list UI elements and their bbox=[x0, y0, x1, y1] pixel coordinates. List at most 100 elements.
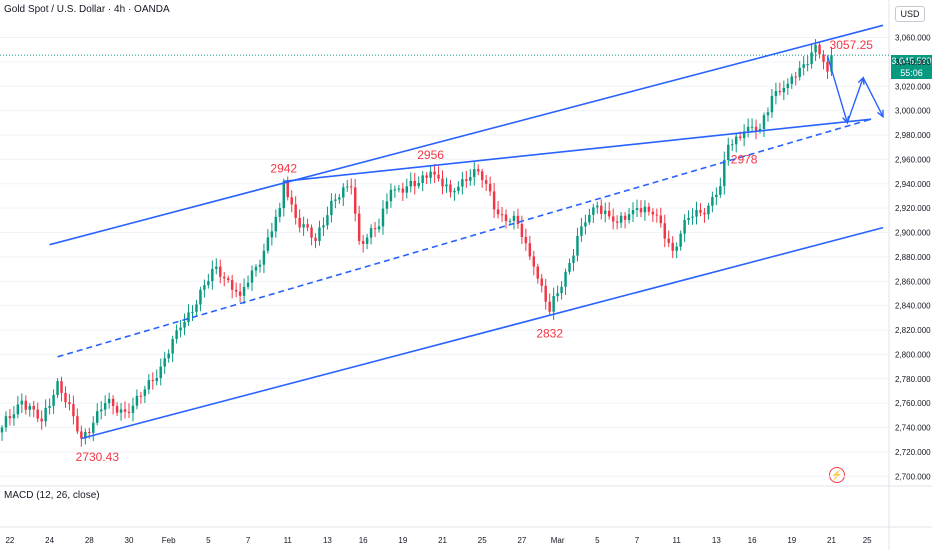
candle-body bbox=[64, 392, 67, 403]
candle-body bbox=[234, 289, 238, 292]
candle-body bbox=[48, 405, 51, 408]
candle-body bbox=[782, 87, 786, 93]
price-annotation: 2956 bbox=[417, 148, 444, 162]
y-tick-label: 2,940.000 bbox=[895, 180, 931, 189]
candle-body bbox=[600, 205, 603, 214]
candle-body bbox=[123, 409, 127, 412]
candle-body bbox=[830, 55, 833, 72]
candle-body bbox=[520, 223, 524, 238]
chart-title: Gold Spot / U.S. Dollar · 4h · OANDA bbox=[4, 4, 170, 15]
candle-body bbox=[151, 380, 155, 382]
candle-body bbox=[802, 64, 805, 68]
candle-body bbox=[365, 237, 369, 244]
x-tick-label: 25 bbox=[863, 536, 872, 545]
y-tick-label: 2,920.000 bbox=[895, 204, 931, 213]
candle-body bbox=[441, 178, 444, 187]
candle-body bbox=[119, 409, 123, 413]
candle-body bbox=[691, 216, 694, 218]
replay-icon[interactable]: ⚡ bbox=[829, 467, 845, 483]
candle-body bbox=[258, 264, 262, 267]
x-tick-label: 27 bbox=[517, 536, 526, 545]
candle-body bbox=[286, 181, 289, 198]
candle-body bbox=[639, 208, 643, 213]
x-tick-label: 11 bbox=[284, 536, 293, 545]
candle-body bbox=[96, 411, 99, 423]
candle-body bbox=[508, 220, 512, 222]
candle-body bbox=[298, 217, 301, 228]
candle-body bbox=[199, 289, 202, 305]
price-annotation: 3057.25 bbox=[830, 38, 874, 52]
candle-body bbox=[433, 171, 436, 175]
candle-body bbox=[389, 189, 393, 202]
y-tick-label: 2,840.000 bbox=[895, 302, 931, 311]
candle-body bbox=[564, 271, 567, 287]
candle-body bbox=[596, 205, 599, 208]
candle-body bbox=[568, 262, 571, 272]
candle-body bbox=[635, 208, 639, 210]
candle-body bbox=[750, 126, 754, 128]
candle-body bbox=[393, 189, 397, 191]
candle-body bbox=[131, 405, 135, 413]
candle-body bbox=[457, 186, 460, 191]
candle-body bbox=[417, 183, 420, 187]
x-tick-label: 30 bbox=[125, 536, 134, 545]
candle-body bbox=[445, 184, 448, 187]
candle-body bbox=[254, 266, 258, 271]
x-tick-label: 11 bbox=[673, 536, 682, 545]
candle-body bbox=[274, 216, 278, 232]
candle-body bbox=[449, 184, 452, 193]
x-tick-label: Mar bbox=[551, 536, 565, 545]
candle-body bbox=[774, 91, 778, 96]
candle-body bbox=[540, 278, 543, 286]
candle-body bbox=[310, 227, 313, 238]
projection-segment bbox=[862, 77, 884, 118]
candle-body bbox=[647, 206, 651, 212]
currency-selector[interactable]: USD bbox=[895, 6, 925, 22]
candle-body bbox=[135, 395, 139, 406]
candle-body bbox=[762, 115, 766, 129]
candle-body bbox=[588, 214, 591, 223]
candle-body bbox=[754, 126, 758, 131]
price-annotation: 2832 bbox=[536, 326, 563, 340]
candle-body bbox=[643, 206, 647, 213]
candle-body bbox=[532, 256, 536, 267]
candle-body bbox=[473, 169, 476, 178]
candle-body bbox=[191, 311, 194, 313]
candle-body bbox=[480, 171, 484, 181]
y-tick-label: 2,740.000 bbox=[895, 424, 931, 433]
candle-body bbox=[187, 312, 190, 323]
candle-body bbox=[631, 209, 635, 215]
candle-body bbox=[651, 211, 655, 215]
candle-body bbox=[76, 416, 79, 432]
candle-body bbox=[619, 215, 623, 223]
candle-body bbox=[822, 54, 825, 62]
x-tick-label: 24 bbox=[45, 536, 54, 545]
candle-body bbox=[282, 181, 285, 209]
candle-body bbox=[409, 180, 412, 187]
candle-body bbox=[723, 159, 726, 187]
candle-body bbox=[99, 409, 103, 412]
x-tick-label: 21 bbox=[438, 536, 447, 545]
macd-label[interactable]: MACD (12, 26, close) bbox=[4, 490, 100, 501]
candle-body bbox=[56, 381, 59, 395]
candle-body bbox=[223, 276, 226, 279]
price-annotations: 2730.43 2942 2956 2832 2978 3057.25 bbox=[76, 38, 874, 464]
candle-body bbox=[810, 52, 813, 65]
x-tick-label: 13 bbox=[323, 536, 332, 545]
candle-body bbox=[794, 76, 797, 78]
candle-body bbox=[707, 205, 710, 215]
candle-body bbox=[36, 409, 39, 419]
candle-body bbox=[127, 411, 131, 413]
candle-body bbox=[786, 83, 790, 88]
candle-body bbox=[484, 180, 488, 184]
projection-segment bbox=[846, 77, 864, 124]
trend-line-upper bbox=[49, 24, 884, 246]
candle-body bbox=[381, 208, 385, 227]
candle-body bbox=[357, 213, 361, 242]
candle-body bbox=[488, 183, 492, 192]
candle-body bbox=[373, 228, 377, 230]
candle-body bbox=[346, 186, 349, 188]
candle-body bbox=[262, 250, 266, 265]
candle-body bbox=[167, 353, 170, 359]
